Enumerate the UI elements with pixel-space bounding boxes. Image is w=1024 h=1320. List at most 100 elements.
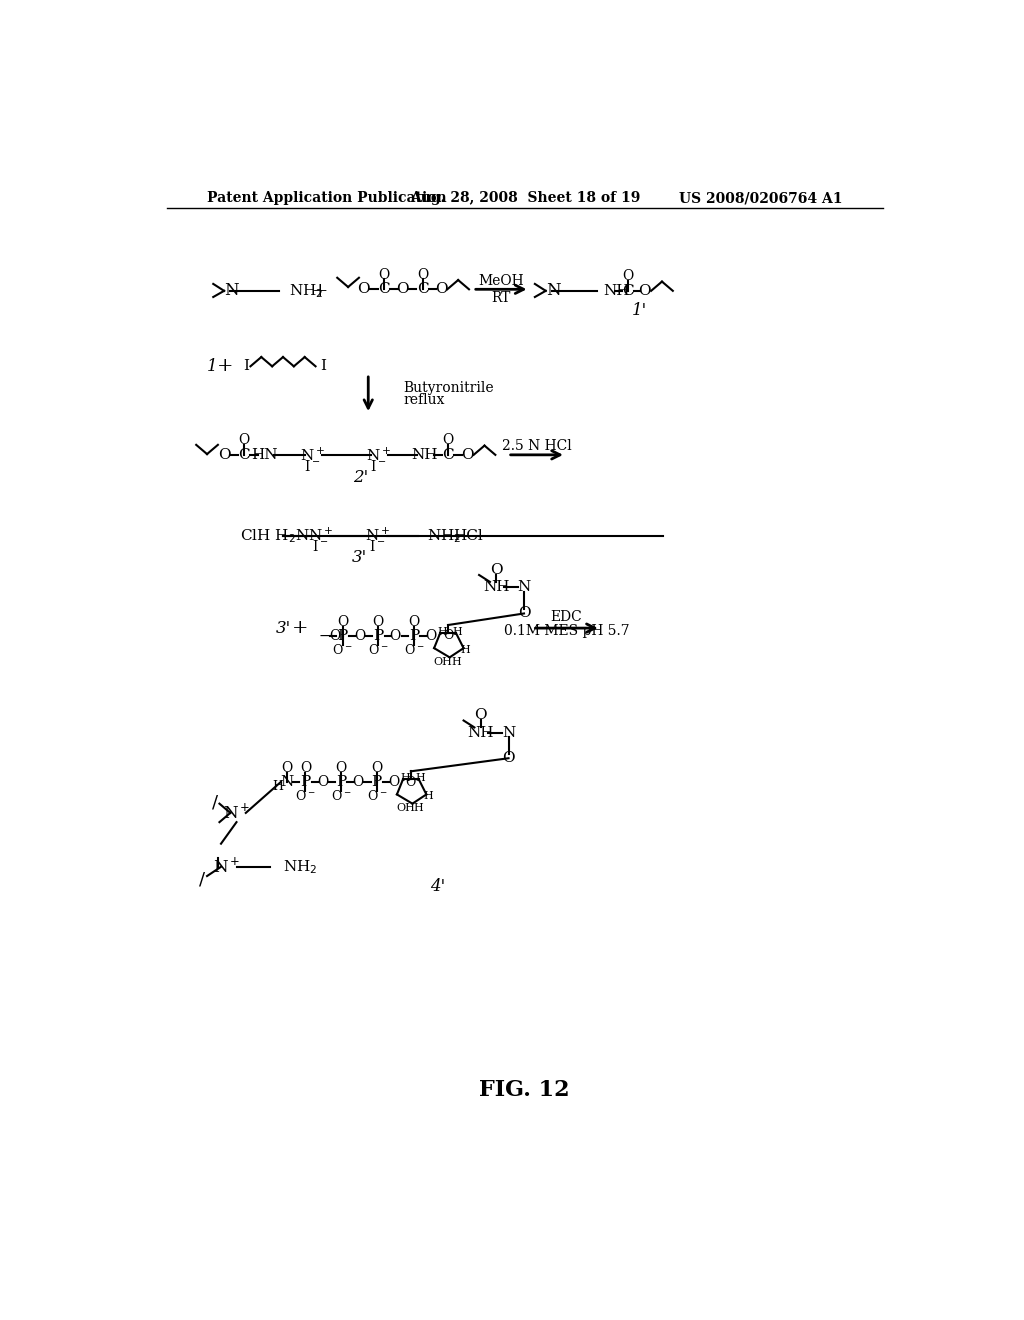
Text: 2.5 N HCl: 2.5 N HCl [502,440,571,453]
Text: 0.1M MES pH 5.7: 0.1M MES pH 5.7 [504,624,630,638]
Text: C: C [442,447,454,462]
Text: reflux: reflux [403,393,444,407]
Text: OH: OH [396,804,415,813]
Text: C: C [622,284,634,298]
Text: I$^-$: I$^-$ [370,539,386,554]
Text: RT: RT [492,290,510,305]
Text: 3': 3' [275,619,291,636]
Text: O: O [489,564,503,577]
Text: ClH H$_2$N: ClH H$_2$N [241,527,310,545]
Text: O: O [442,433,454,447]
Text: C: C [378,282,389,296]
Text: O: O [316,775,328,789]
Text: +: + [217,358,233,375]
Text: H: H [272,780,283,793]
Text: EDC: EDC [551,610,583,624]
Text: NH: NH [467,726,494,739]
Text: /: / [212,793,218,810]
Text: N: N [517,581,530,594]
Text: O: O [300,762,311,775]
Text: C: C [417,282,428,296]
Text: OH: OH [433,657,452,667]
Text: $-$O: $-$O [317,628,342,643]
Text: O: O [390,628,401,643]
Text: NH$_2$: NH$_2$ [289,282,324,300]
Text: O$^-$: O$^-$ [331,789,351,803]
Text: Aug. 28, 2008  Sheet 18 of 19: Aug. 28, 2008 Sheet 18 of 19 [410,191,640,206]
Text: Patent Application Publication: Patent Application Publication [207,191,446,206]
Text: P: P [409,628,419,643]
Text: H: H [451,657,461,667]
Text: O: O [371,762,382,775]
Text: 3': 3' [351,549,367,566]
Text: US 2008/0206764 A1: US 2008/0206764 A1 [679,191,843,206]
Text: FIG. 12: FIG. 12 [479,1080,570,1101]
Text: /: / [200,870,206,888]
Text: O: O [435,282,447,296]
Text: O: O [518,606,530,620]
Text: O: O [417,268,428,281]
Text: O: O [474,708,487,722]
Text: NH$_2$: NH$_2$ [283,858,317,875]
Text: O: O [239,433,250,447]
Text: H: H [460,644,470,655]
Text: I: I [321,359,327,374]
Text: HCl: HCl [454,529,483,543]
Text: O: O [443,630,454,643]
Text: P: P [300,775,310,789]
Text: NH: NH [483,581,509,594]
Text: H: H [414,804,424,813]
Text: O: O [337,615,348,628]
Text: NH: NH [603,284,630,298]
Text: C: C [239,447,250,462]
Text: Butyronitrile: Butyronitrile [403,381,494,395]
Text: O: O [388,775,399,789]
Text: P: P [336,775,346,789]
Text: 2': 2' [353,470,368,487]
Text: P: P [373,628,383,643]
Text: O: O [352,775,364,789]
Text: MeOH: MeOH [478,273,523,288]
Text: O$^-$: O$^-$ [295,789,315,803]
Text: HN: HN [251,447,278,462]
Text: N: N [281,775,294,789]
Text: H: H [453,627,462,638]
Text: +: + [312,282,329,300]
Text: N: N [546,282,560,300]
Text: N$^+$: N$^+$ [307,527,333,544]
Text: O$^-$: O$^-$ [403,643,424,656]
Text: N: N [502,726,515,739]
Text: N$^+$: N$^+$ [365,527,390,544]
Text: I$^-$: I$^-$ [304,459,321,474]
Text: O: O [425,628,436,643]
Text: N: N [224,282,239,300]
Text: I: I [243,359,249,374]
Text: P: P [372,775,382,789]
Text: 4': 4' [430,878,445,895]
Text: H: H [438,627,447,638]
Text: N$^+$: N$^+$ [366,446,391,463]
Text: O$^-$: O$^-$ [333,643,353,656]
Text: H: H [416,774,425,783]
Text: O: O [406,776,416,788]
Text: I$^-$: I$^-$ [370,459,387,474]
Text: O: O [623,269,634,284]
Text: P: P [338,628,348,643]
Text: O: O [461,447,474,462]
Text: O: O [354,628,366,643]
Text: N$^+$: N$^+$ [213,857,241,876]
Text: 1: 1 [207,358,217,375]
Text: O: O [639,284,651,298]
Text: O: O [282,762,293,775]
Text: N$^+$: N$^+$ [223,804,250,822]
Text: O: O [218,447,230,462]
Text: O$^-$: O$^-$ [368,643,388,656]
Text: O: O [378,268,389,281]
Text: O$^-$: O$^-$ [367,789,387,803]
Text: H: H [400,774,411,783]
Text: NH: NH [412,447,438,462]
Text: O: O [409,615,420,628]
Text: O: O [336,762,347,775]
Text: H: H [423,791,433,801]
Text: 1': 1' [632,301,647,318]
